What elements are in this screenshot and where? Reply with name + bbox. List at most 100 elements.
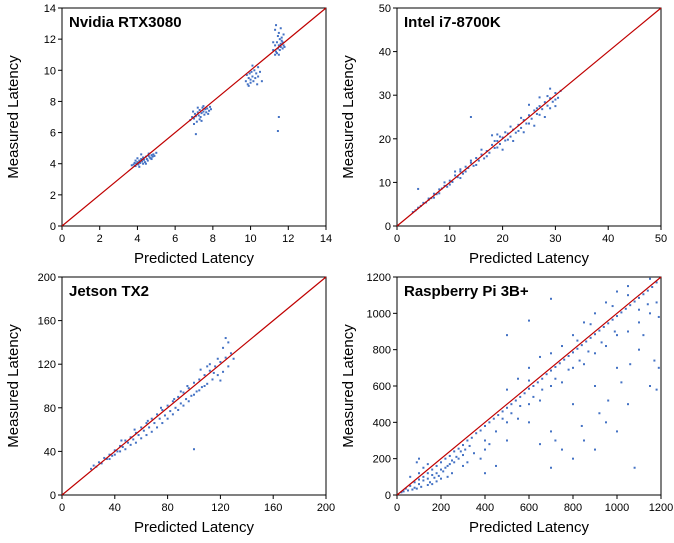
data-point: [152, 153, 155, 156]
data-point: [602, 325, 605, 328]
data-point: [510, 412, 513, 415]
data-point: [520, 116, 523, 119]
data-point: [550, 297, 552, 300]
data-point: [448, 179, 451, 182]
x-tick-label: 14: [320, 233, 332, 245]
data-point: [279, 42, 282, 45]
data-point: [616, 366, 618, 369]
y-tick-label: 200: [38, 272, 56, 284]
data-point: [517, 417, 519, 420]
data-point: [163, 414, 166, 417]
data-point: [514, 399, 517, 402]
data-point: [453, 450, 456, 453]
data-point: [97, 461, 100, 464]
data-point: [227, 365, 230, 368]
y-tick-label: 0: [385, 490, 391, 502]
data-point: [222, 370, 225, 373]
y-tick-label: 50: [379, 3, 391, 15]
x-tick-label: 0: [59, 502, 65, 514]
data-point: [120, 439, 123, 442]
data-point: [272, 49, 275, 52]
data-point: [611, 305, 614, 308]
data-point: [212, 371, 215, 374]
data-point: [195, 390, 198, 393]
data-point: [245, 73, 248, 76]
y-tick-label: 120: [38, 359, 56, 371]
y-tick-label: 0: [385, 221, 391, 233]
data-point: [187, 400, 190, 403]
data-point: [203, 113, 206, 116]
data-point: [272, 41, 275, 44]
data-point: [532, 395, 535, 398]
data-point: [594, 385, 596, 387]
data-point: [182, 404, 185, 407]
data-point: [616, 315, 618, 318]
data-point: [206, 365, 209, 368]
data-point: [232, 357, 235, 360]
data-point: [504, 131, 507, 134]
data-point: [451, 472, 453, 475]
x-tick-label: 0: [394, 233, 400, 245]
data-point: [155, 151, 158, 154]
y-tick-label: 12: [44, 34, 56, 46]
data-point: [583, 439, 585, 442]
data-point: [633, 300, 636, 303]
data-point: [257, 75, 260, 78]
data-point: [528, 403, 530, 406]
data-point: [550, 466, 552, 469]
data-point: [541, 388, 544, 391]
data-point: [446, 475, 449, 478]
reference-line: [396, 7, 662, 227]
data-point: [119, 444, 122, 447]
data-point: [254, 77, 257, 80]
y-tick-label: 40: [379, 47, 391, 59]
data-point: [549, 87, 552, 90]
data-point: [572, 403, 574, 406]
data-point: [224, 356, 227, 359]
data-point: [477, 159, 480, 162]
data-point: [417, 187, 420, 190]
data-point: [435, 472, 438, 475]
data-points: [130, 24, 286, 168]
data-point: [491, 143, 494, 146]
data-points: [90, 337, 235, 470]
data-point: [538, 96, 541, 99]
data-point: [177, 408, 180, 411]
data-point: [479, 457, 482, 460]
data-point: [134, 165, 137, 168]
data-point: [171, 400, 174, 403]
data-point: [129, 436, 132, 439]
y-axis-label: Measured Latency: [5, 55, 22, 179]
data-point: [100, 462, 103, 465]
data-point: [561, 448, 563, 451]
data-point: [134, 431, 137, 434]
scatter-panel-4: 0 200 400 600 800 1000 1200 0 200 400 600 800 1000 12…: [340, 272, 673, 536]
data-point: [113, 453, 116, 456]
data-point: [278, 38, 281, 41]
data-point: [627, 294, 629, 297]
data-point: [274, 28, 277, 31]
y-tick-label: 0: [50, 490, 56, 502]
data-point: [448, 463, 451, 466]
data-point: [464, 170, 467, 173]
data-point: [607, 322, 610, 325]
data-point: [409, 475, 412, 478]
data-point: [605, 301, 607, 304]
y-axis-label: Measured Latency: [340, 55, 357, 179]
y-tick-label: 200: [373, 454, 391, 466]
data-point: [495, 464, 497, 467]
data-point: [519, 404, 522, 407]
data-point: [279, 27, 282, 30]
data-point: [160, 406, 162, 409]
data-point: [411, 488, 414, 491]
data-point: [216, 357, 219, 360]
data-point: [146, 159, 149, 162]
data-point: [418, 472, 420, 475]
data-point: [533, 124, 536, 127]
data-point: [132, 163, 135, 166]
data-point: [177, 395, 180, 398]
data-point: [594, 352, 596, 355]
data-point: [204, 108, 207, 111]
x-tick-label: 600: [520, 502, 538, 514]
data-point: [488, 151, 491, 154]
